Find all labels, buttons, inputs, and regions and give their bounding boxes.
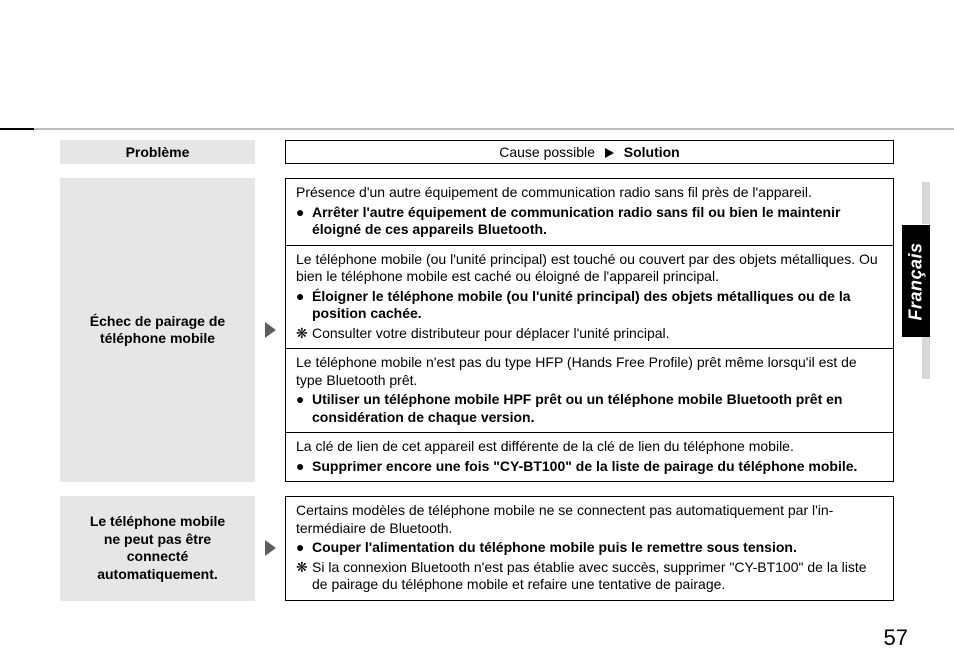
bullet-icon: ● (296, 391, 312, 426)
tab-track-lower (922, 337, 930, 379)
table-header-row: Problème Cause possible Solution (60, 140, 894, 164)
cause-text: Certains modèles de téléphone mobile ne … (296, 502, 883, 537)
triangle-right-icon (265, 322, 276, 338)
cause-text: La clé de lien de cet appareil est diffé… (296, 438, 883, 456)
problem-line: téléphone mobile (100, 330, 215, 348)
arrow-right-icon (605, 148, 614, 158)
solution-text: Utiliser un téléphone mobile HPF prêt ou… (312, 391, 883, 426)
bullet-icon: ● (296, 288, 312, 323)
problem-line: Échec de pairage de (90, 313, 225, 331)
language-tab: Français (902, 225, 930, 337)
solution-cell: Présence d'un autre équipement de commun… (285, 178, 894, 482)
table-row: Échec de pairage de téléphone mobile Pré… (60, 178, 894, 482)
solution-block: La clé de lien de cet appareil est diffé… (286, 433, 893, 481)
asterisk-icon: ❋ (296, 325, 312, 343)
bullet-icon: ● (296, 458, 312, 476)
cause-text: Présence d'un autre équipement de commun… (296, 184, 883, 202)
problem-line: Le téléphone mobile (90, 513, 225, 531)
language-tab-label: Français (906, 242, 927, 320)
solution-text: Arrêter l'autre équipement de communicat… (312, 204, 883, 239)
column-header-cause-solution: Cause possible Solution (285, 140, 894, 164)
problem-line: automatiquement. (97, 566, 218, 584)
solution-block: Certains modèles de téléphone mobile ne … (286, 497, 893, 600)
asterisk-icon: ❋ (296, 559, 312, 594)
solution-block: Présence d'un autre équipement de commun… (286, 179, 893, 246)
triangle-right-icon (265, 540, 276, 556)
solution-text: Couper l'alimentation du téléphone mobil… (312, 539, 883, 557)
problem-cell: Échec de pairage de téléphone mobile (60, 178, 255, 482)
solution-text: Supprimer encore une fois "CY-BT100" de … (312, 458, 883, 476)
solution-block: Le téléphone mobile (ou l'unité principa… (286, 246, 893, 350)
solution-block: Le téléphone mobile n'est pas du type HF… (286, 349, 893, 433)
problem-cell: Le téléphone mobile ne peut pas être con… (60, 496, 255, 601)
bullet-icon: ● (296, 204, 312, 239)
cause-text: Le téléphone mobile (ou l'unité principa… (296, 251, 883, 286)
problem-line: connecté (127, 548, 188, 566)
note-text: Consulter votre distributeur pour déplac… (312, 325, 883, 343)
troubleshooting-table: Problème Cause possible Solution Échec d… (60, 140, 894, 601)
arrow-cell (255, 178, 285, 482)
problem-line: ne peut pas être (104, 531, 211, 549)
header-solution-text: Solution (624, 144, 680, 160)
arrow-cell (255, 496, 285, 601)
top-rule (0, 128, 954, 130)
bullet-icon: ● (296, 539, 312, 557)
solution-text: Éloigner le téléphone mobile (ou l'unité… (312, 288, 883, 323)
solution-cell: Certains modèles de téléphone mobile ne … (285, 496, 894, 601)
cause-text: Le téléphone mobile n'est pas du type HF… (296, 354, 883, 389)
table-row: Le téléphone mobile ne peut pas être con… (60, 496, 894, 601)
column-header-problem: Problème (60, 140, 255, 164)
page-number: 57 (884, 625, 908, 651)
tab-track-upper (922, 182, 930, 224)
note-text: Si la connexion Bluetooth n'est pas étab… (312, 559, 883, 594)
header-cause-text: Cause possible (499, 144, 595, 160)
